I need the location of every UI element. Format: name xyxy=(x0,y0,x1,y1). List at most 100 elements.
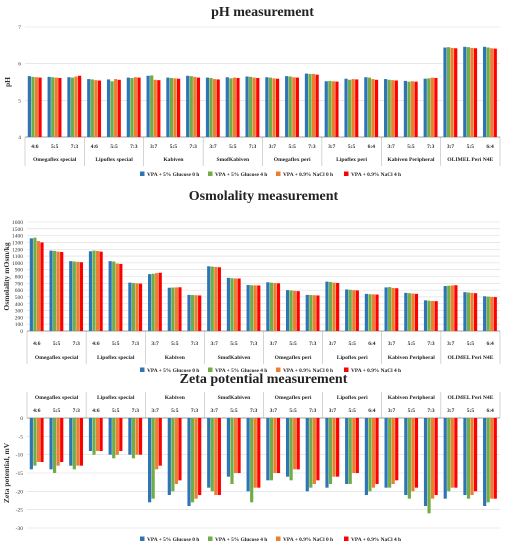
legend-label: VPA + 0.9% NaCl 0 h xyxy=(283,172,333,178)
bar-vpa-5-glucose-0-h xyxy=(443,47,447,137)
y-tick-label: 1200 xyxy=(12,247,23,253)
category-label: 5:5 xyxy=(467,144,475,150)
bar-vpa-5-glucose-0-h xyxy=(304,73,309,137)
bar-vpa-0-9-nacl-0-h xyxy=(74,76,78,137)
bar-vpa-0-9-nacl-0-h xyxy=(371,294,376,331)
bar-vpa-0-9-nacl-0-h xyxy=(391,80,395,137)
category-label: 7:3 xyxy=(427,144,435,150)
category-label: 5:5 xyxy=(467,341,475,347)
bar-vpa-5-glucose-4-h xyxy=(407,418,411,499)
bar-vpa-0-9-nacl-4-h xyxy=(38,77,42,137)
bar-vpa-0-9-nacl-4-h xyxy=(257,418,261,488)
y-tick-label: 200 xyxy=(15,315,24,321)
bar-vpa-5-glucose-0-h xyxy=(207,266,211,331)
bar-vpa-0-9-nacl-4-h xyxy=(414,293,419,331)
legend-label: VPA + 0.9% NaCl 0 h xyxy=(283,537,333,543)
bar-vpa-0-9-nacl-4-h xyxy=(257,285,261,331)
bar-vpa-0-9-nacl-0-h xyxy=(214,418,218,495)
category-label: 5:5 xyxy=(171,341,179,347)
bar-vpa-5-glucose-0-h xyxy=(404,418,408,495)
y-tick-label: 1100 xyxy=(12,254,23,260)
category-label: 7:3 xyxy=(73,341,81,347)
legend-swatch xyxy=(276,536,281,541)
category-label: 5:5 xyxy=(230,341,238,347)
bar-vpa-5-glucose-4-h xyxy=(171,418,175,492)
legend-label: VPA + 5% Glucose 0 h xyxy=(147,537,199,543)
bar-vpa-5-glucose-4-h xyxy=(308,73,312,137)
group-label: Omegaflex special xyxy=(35,355,79,361)
bar-vpa-0-9-nacl-0-h xyxy=(193,76,197,137)
bar-vpa-0-9-nacl-4-h xyxy=(236,77,240,137)
bar-vpa-0-9-nacl-4-h xyxy=(276,283,281,331)
category-label: 3:7 xyxy=(211,408,219,414)
bar-vpa-0-9-nacl-0-h xyxy=(332,418,336,477)
bar-vpa-0-9-nacl-0-h xyxy=(450,418,454,488)
chart-2: Zeta potential measurement Zeta potential… xyxy=(2,372,501,543)
group-label: Lipoflex special xyxy=(97,395,135,401)
bar-vpa-0-9-nacl-4-h xyxy=(177,78,181,137)
bar-vpa-0-9-nacl-0-h xyxy=(332,282,336,331)
bar-vpa-5-glucose-4-h xyxy=(169,77,174,137)
category-label: 7:3 xyxy=(132,408,140,414)
legend-label: VPA + 5% Glucose 0 h xyxy=(147,172,199,178)
category-label: 3:7 xyxy=(269,144,277,150)
category-label: 3:7 xyxy=(388,408,396,414)
chart-title: Zeta potential measurement xyxy=(180,372,348,387)
bar-vpa-0-9-nacl-0-h xyxy=(36,418,41,462)
bar-vpa-5-glucose-4-h xyxy=(466,418,471,499)
bar-vpa-0-9-nacl-4-h xyxy=(99,251,103,331)
bar-vpa-0-9-nacl-0-h xyxy=(194,418,198,499)
legend-label: VPA + 5% Glucose 4 h xyxy=(215,172,267,178)
bar-vpa-5-glucose-0-h xyxy=(364,293,368,331)
bar-vpa-0-9-nacl-0-h xyxy=(115,418,119,455)
bar-vpa-5-glucose-0-h xyxy=(265,77,269,137)
bar-vpa-0-9-nacl-4-h xyxy=(99,418,103,451)
bar-vpa-5-glucose-0-h xyxy=(325,418,329,488)
y-tick-label: 1400 xyxy=(12,234,23,240)
bar-vpa-0-9-nacl-4-h xyxy=(137,77,141,137)
bar-vpa-5-glucose-0-h xyxy=(47,76,51,137)
y-tick-label: 100 xyxy=(15,322,24,328)
bar-vpa-5-glucose-0-h xyxy=(463,46,467,137)
bar-vpa-0-9-nacl-4-h xyxy=(316,295,320,331)
bar-vpa-5-glucose-0-h xyxy=(148,274,152,331)
bar-vpa-0-9-nacl-0-h xyxy=(312,295,316,331)
bar-vpa-5-glucose-0-h xyxy=(187,294,191,331)
legend-swatch xyxy=(276,367,281,372)
bar-vpa-0-9-nacl-0-h xyxy=(470,418,474,495)
bar-vpa-0-9-nacl-0-h xyxy=(213,79,217,137)
bar-vpa-5-glucose-4-h xyxy=(33,237,37,331)
y-tick-label: -15 xyxy=(16,471,24,477)
category-label: 3:7 xyxy=(209,144,217,150)
category-label: 3:7 xyxy=(211,341,219,347)
bar-vpa-0-9-nacl-0-h xyxy=(411,293,415,331)
bar-vpa-5-glucose-0-h xyxy=(67,77,71,137)
bar-vpa-5-glucose-4-h xyxy=(289,418,293,481)
bar-vpa-0-9-nacl-0-h xyxy=(470,47,474,137)
category-label: 6:4 xyxy=(368,408,376,414)
bar-vpa-0-9-nacl-0-h xyxy=(490,48,494,137)
bar-vpa-0-9-nacl-0-h xyxy=(490,418,494,499)
bar-vpa-0-9-nacl-0-h xyxy=(293,290,297,331)
bar-vpa-0-9-nacl-0-h xyxy=(391,287,395,331)
category-label: 3:7 xyxy=(328,144,336,150)
legend-swatch xyxy=(344,367,349,372)
bar-vpa-5-glucose-4-h xyxy=(230,278,234,331)
category-label: 4:6 xyxy=(92,408,100,414)
bar-vpa-5-glucose-0-h xyxy=(345,289,349,331)
category-label: 5:5 xyxy=(348,144,356,150)
bar-vpa-5-glucose-0-h xyxy=(148,418,152,503)
bar-vpa-5-glucose-4-h xyxy=(70,77,75,137)
bar-vpa-5-glucose-4-h xyxy=(328,281,333,331)
bar-vpa-0-9-nacl-0-h xyxy=(371,79,375,137)
category-label: 6:4 xyxy=(368,341,376,347)
bar-vpa-5-glucose-0-h xyxy=(404,292,408,331)
bar-vpa-0-9-nacl-4-h xyxy=(473,48,478,137)
bar-vpa-5-glucose-4-h xyxy=(407,293,411,331)
category-label: 4:6 xyxy=(33,408,41,414)
bar-vpa-0-9-nacl-0-h xyxy=(253,418,257,488)
bar-vpa-0-9-nacl-4-h xyxy=(58,77,62,137)
bar-vpa-0-9-nacl-4-h xyxy=(295,77,299,137)
bar-vpa-0-9-nacl-0-h xyxy=(292,77,296,137)
